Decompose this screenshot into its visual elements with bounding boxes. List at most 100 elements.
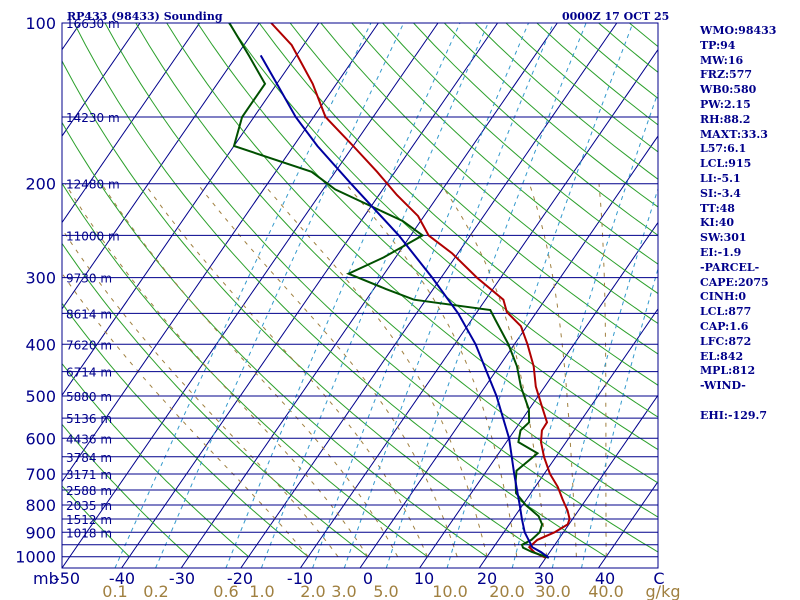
temperature-tick-label: 30 xyxy=(534,569,554,588)
index-item: CAPE:2075 xyxy=(700,275,769,289)
plot-frame xyxy=(61,22,659,569)
index-item: FRZ:577 xyxy=(700,68,753,82)
moist-adiabat xyxy=(440,183,548,557)
mixing-ratio-line xyxy=(260,23,489,568)
height-label: 5880 m xyxy=(66,390,112,404)
mixing-ratio-line xyxy=(312,23,529,568)
temperature-trace xyxy=(270,23,571,559)
mixing-ratio-label: 3.0 xyxy=(331,582,356,600)
index-item: WMO:98433 xyxy=(700,24,777,37)
index-item: EI:-1.9 xyxy=(700,245,742,259)
isotherm-line xyxy=(62,23,439,568)
mixing-ratio-line xyxy=(511,91,658,568)
pressure-tick-label: 900 xyxy=(25,523,56,542)
moist-adiabat xyxy=(197,183,458,557)
height-label: 3784 m xyxy=(66,451,112,465)
mixing-ratio-label: 5.0 xyxy=(373,582,398,600)
index-item: MAXT:33.3 xyxy=(700,127,768,141)
pressure-tick-label: 600 xyxy=(25,429,56,448)
indices-panel: WMO:98433 TP:94 MW:16 FRZ:577 WB0:580 PW:2.15… xyxy=(700,24,800,424)
mixing-ratio-label: 0.2 xyxy=(143,582,168,600)
temperature-tick-label: -40 xyxy=(109,569,135,588)
index-item: CINH:0 xyxy=(700,290,747,304)
index-item: L57:6.1 xyxy=(700,142,747,156)
pressure-tick-label: 1000 xyxy=(15,548,56,567)
index-item: TT:48 xyxy=(700,201,735,215)
observation-time: 0000Z 17 OCT 25 xyxy=(562,10,670,23)
mixing-ratio-label: 20.0 xyxy=(489,582,525,600)
height-label: 16630 m xyxy=(66,17,120,31)
temperature-tick-label: -50 xyxy=(54,569,80,588)
index-item: EHI:-129.7 xyxy=(700,408,767,422)
index-item: LFC:872 xyxy=(700,334,752,348)
pressure-tick-label: 500 xyxy=(25,387,56,406)
height-label: 9730 m xyxy=(66,272,112,286)
height-label: 2035 m xyxy=(66,499,112,513)
isotherm-line xyxy=(62,23,320,397)
index-item: WB0:580 xyxy=(700,83,757,97)
pressure-tick-label: 800 xyxy=(25,496,56,515)
mixing-ratio-line xyxy=(343,23,554,568)
index-item xyxy=(700,394,800,409)
index-item: LI:-5.1 xyxy=(700,171,741,185)
isotherm-line xyxy=(62,23,260,310)
height-label: 11000 m xyxy=(66,229,120,243)
pressure-tick-label: 200 xyxy=(25,175,56,194)
height-label: 7620 m xyxy=(66,338,112,352)
index-item: MW:16 xyxy=(700,53,744,67)
index-item: LCL:915 xyxy=(700,157,752,171)
height-label: 3171 m xyxy=(66,468,112,482)
temperature-tick-label: -10 xyxy=(287,569,313,588)
moist-adiabat xyxy=(598,183,607,557)
isotherm-line xyxy=(359,135,658,568)
temperature-tick-label: 10 xyxy=(414,569,434,588)
sounding-traces xyxy=(228,23,571,559)
height-label: 1512 m xyxy=(66,513,112,527)
pressure-tick-label: 400 xyxy=(25,335,56,354)
isotherm-line xyxy=(419,221,658,568)
isotherm-line xyxy=(62,23,201,224)
height-label: 14230 m xyxy=(66,111,120,125)
index-item: MPL:812 xyxy=(700,364,756,378)
pressure-tick-label: 100 xyxy=(25,14,56,33)
mixing-ratio-label: 2.0 xyxy=(300,582,325,600)
isotherm-line xyxy=(62,23,379,483)
mixing-ratio-label: 10.0 xyxy=(432,582,468,600)
mixing-ratio-line xyxy=(225,23,461,568)
height-label: 8614 m xyxy=(66,307,112,321)
temperature-tick-label: -30 xyxy=(169,569,195,588)
temperature-tick-label: 20 xyxy=(477,569,497,588)
index-item: EL:842 xyxy=(700,349,744,363)
dewpoint-trace xyxy=(228,23,550,559)
mixing-ratio-label: 0.1 xyxy=(102,582,127,600)
temperature-tick-label: C xyxy=(653,569,664,588)
mixing-ratio-line xyxy=(385,23,587,568)
index-item: -WIND- xyxy=(700,379,746,393)
temperature-tick-label: -20 xyxy=(227,569,253,588)
isotherm-line xyxy=(240,23,618,568)
station-title: RP433 (98433) Sounding xyxy=(67,10,223,23)
isotherm-line xyxy=(478,308,658,568)
moist-adiabat xyxy=(62,228,339,558)
index-item: -PARCEL- xyxy=(700,260,760,274)
height-label: 4436 m xyxy=(66,432,112,446)
index-item: LCL:877 xyxy=(700,305,752,319)
height-label: 12480 m xyxy=(66,178,120,192)
moist-adiabat xyxy=(528,183,577,557)
index-item: TP:94 xyxy=(700,38,736,52)
mixing-ratio-line xyxy=(551,187,658,568)
temperature-tick-label: 0 xyxy=(363,569,373,588)
mixing-ratio-label: 1.0 xyxy=(249,582,274,600)
height-label: 1018 m xyxy=(66,526,112,540)
mixing-ratio-label: 0.6 xyxy=(213,582,238,600)
mixing-ratio-line xyxy=(446,23,634,568)
isotherm-line xyxy=(121,23,499,568)
index-item: CAP:1.6 xyxy=(700,319,749,333)
height-label: 5136 m xyxy=(66,412,112,426)
index-item: RH:88.2 xyxy=(700,112,751,126)
isotherm-line xyxy=(62,23,141,137)
index-item: PW:2.15 xyxy=(700,97,751,111)
mixing-ratio-line xyxy=(114,23,372,568)
height-label: 6714 m xyxy=(66,366,112,380)
